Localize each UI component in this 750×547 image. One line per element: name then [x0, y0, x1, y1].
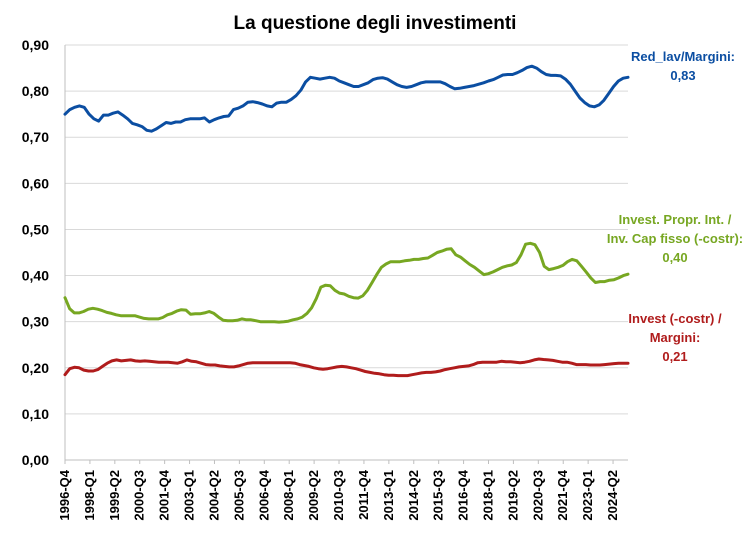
x-tick-label: 2024-Q2	[605, 470, 620, 521]
series-annotation-1: 0,83	[670, 68, 695, 83]
x-tick-label: 2003-Q1	[182, 470, 197, 521]
x-tick-label: 2006-Q4	[256, 469, 271, 520]
y-tick-label: 0,50	[22, 221, 49, 237]
x-tick-label: 2020-Q3	[530, 470, 545, 521]
x-tick-label: 2015-Q3	[431, 470, 446, 521]
y-tick-label: 0,60	[22, 175, 49, 191]
y-tick-label: 0,40	[22, 268, 49, 284]
x-tick-label: 2013-Q1	[381, 470, 396, 521]
y-tick-label: 0,10	[22, 406, 49, 422]
x-tick-label: 2000-Q3	[132, 470, 147, 521]
x-tick-label: 1996-Q4	[57, 469, 72, 520]
x-tick-label: 2005-Q3	[231, 470, 246, 521]
series-annotation-2: Inv. Cap fisso (-costr):	[607, 231, 743, 246]
x-tick-label: 2004-Q2	[206, 470, 221, 521]
series-annotation-3: Margini:	[650, 330, 701, 345]
series-line-3	[63, 357, 630, 378]
x-tick-label: 1998-Q1	[82, 470, 97, 521]
x-tick-label: 2010-Q3	[331, 470, 346, 521]
series-annotation-3: 0,21	[662, 349, 687, 364]
series-annotation-2: 0,40	[662, 250, 687, 265]
x-tick-label: 2001-Q4	[157, 469, 172, 520]
x-tick-label: 1999-Q2	[107, 470, 122, 521]
x-tick-label: 2014-Q2	[406, 470, 421, 521]
y-axis-ticks: 0,00 0,10 0,20 0,30 0,40 0,50 0,60 0,70 0,80 0,90	[22, 37, 49, 468]
series-annotation-2: Invest. Propr. Int. /	[619, 212, 732, 227]
x-tick-label: 2021-Q4	[555, 469, 570, 520]
y-tick-label: 0,80	[22, 83, 49, 99]
y-tick-label: 0,20	[22, 360, 49, 376]
series-line-1	[63, 64, 630, 133]
x-tick-label: 2018-Q1	[480, 470, 495, 521]
chart-title: La questione degli investimenti	[234, 13, 517, 34]
series-lines	[63, 64, 630, 378]
y-tick-label: 0,70	[22, 129, 49, 145]
x-tick-label: 2023-Q1	[580, 470, 595, 521]
series-annotation-3: Invest (-costr) /	[628, 311, 722, 326]
x-tick-label: 2009-Q2	[306, 470, 321, 521]
x-tick-label: 2011-Q4	[356, 469, 371, 520]
y-tick-label: 0,90	[22, 37, 49, 53]
series-annotations: Red_lav/Margini: 0,83 Invest. Propr. Int. …	[607, 49, 743, 364]
y-tick-label: 0,00	[22, 452, 49, 468]
x-tick-label: 2019-Q2	[505, 470, 520, 521]
series-line-2	[63, 241, 630, 324]
gridlines	[65, 44, 628, 415]
series-annotation-1: Red_lav/Margini:	[631, 49, 735, 64]
x-tick-label: 2016-Q4	[456, 469, 471, 520]
x-tick-label: 2008-Q1	[281, 470, 296, 521]
x-axis-ticks: 1996-Q4 1998-Q1 1999-Q2 2000-Q3 2001-Q4 2003-…	[57, 460, 620, 521]
y-tick-label: 0,30	[22, 314, 49, 330]
